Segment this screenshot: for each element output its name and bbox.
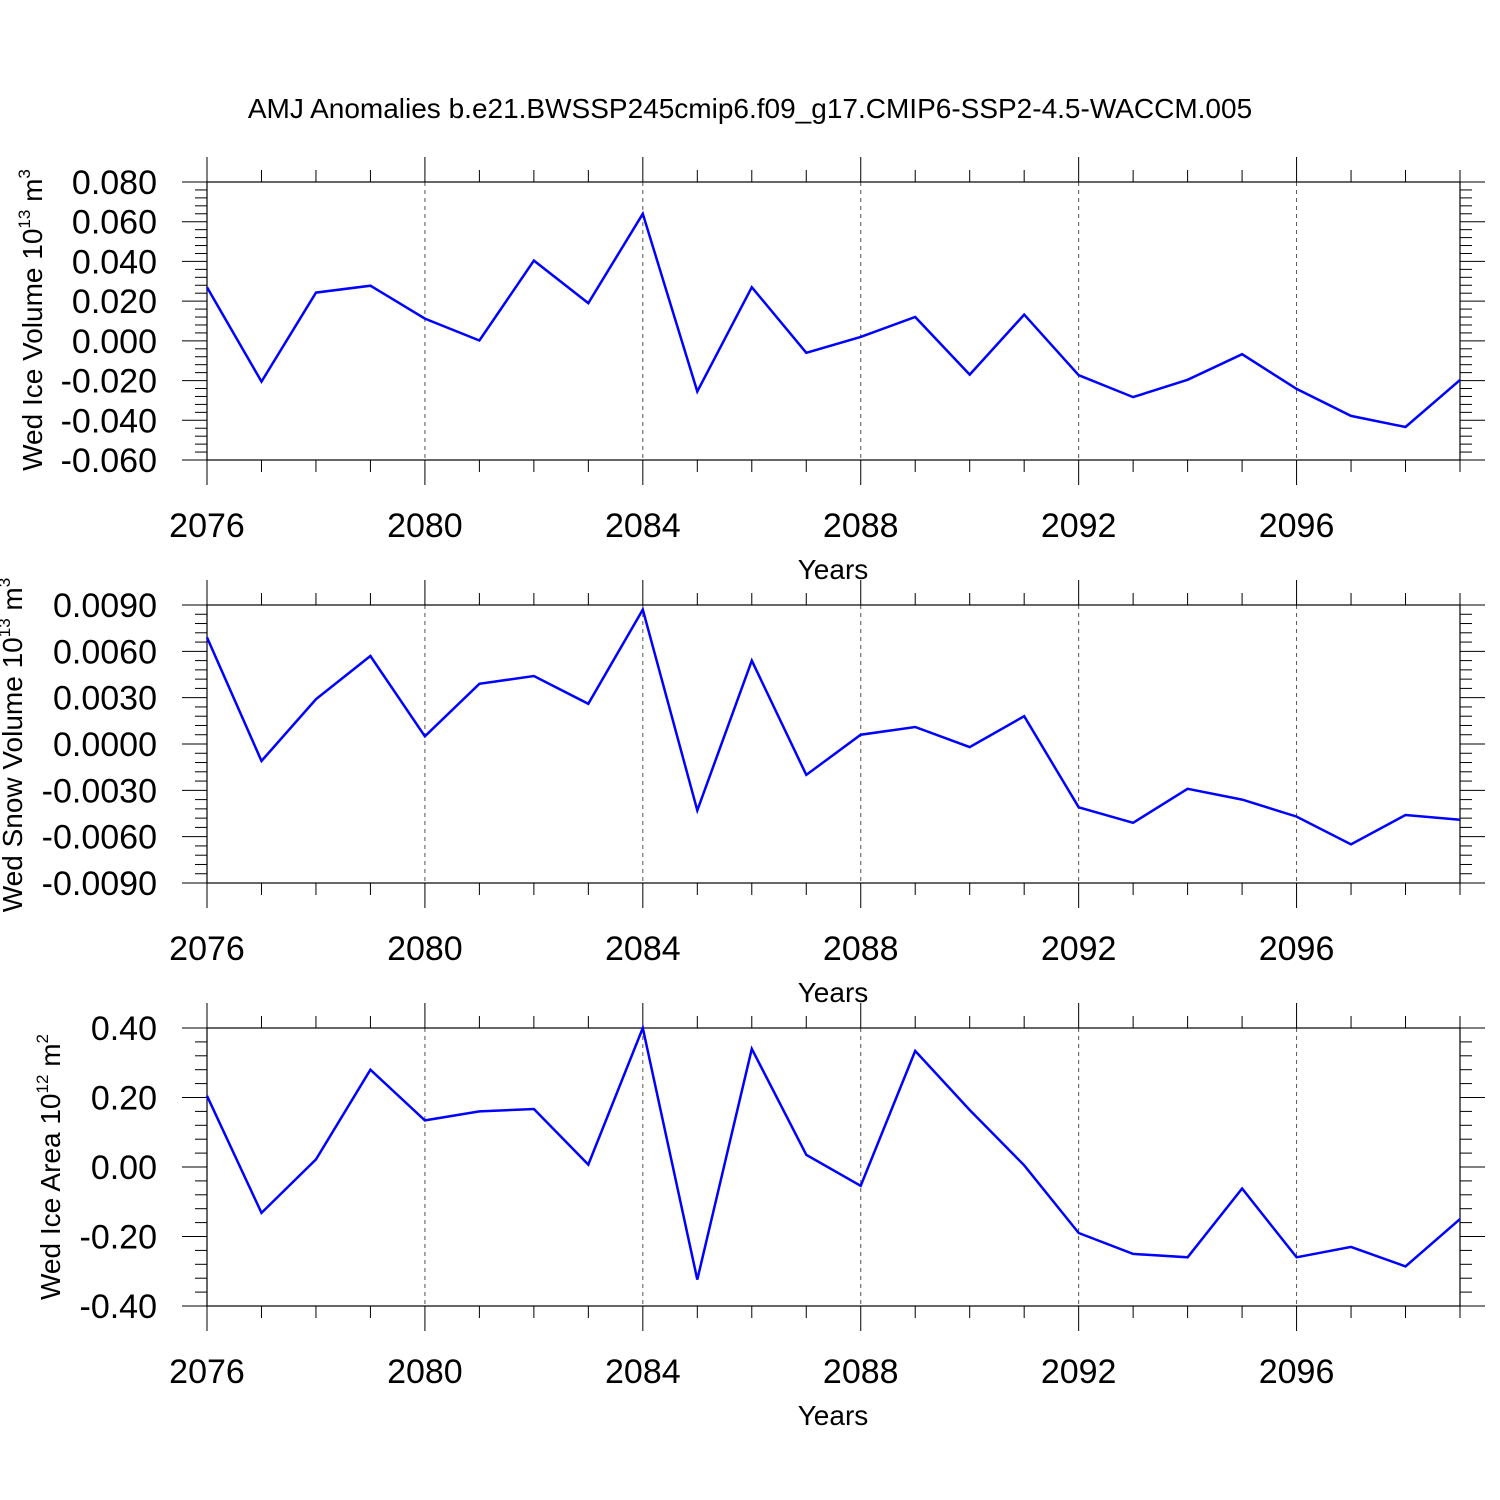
- y-tick-label: 0.20: [91, 1080, 157, 1118]
- y-axis-label: Wed Ice Area 1012 m2: [33, 1034, 66, 1300]
- x-tick-label: 2076: [169, 930, 245, 968]
- y-tick-label: 0.080: [72, 164, 157, 202]
- x-tick-label: 2080: [387, 1353, 463, 1391]
- x-tick-label: 2088: [823, 930, 899, 968]
- y-tick-label: 0.020: [72, 283, 157, 321]
- y-tick-label: 0.40: [91, 1010, 157, 1048]
- x-tick-label: 2092: [1041, 1353, 1117, 1391]
- plot-frame: [206, 181, 1461, 461]
- y-tick-label: 0.000: [72, 323, 157, 361]
- plot-frame: [206, 604, 1461, 884]
- y-tick-label: 0.00: [91, 1149, 157, 1187]
- y-tick-label: 0.0000: [53, 726, 157, 764]
- x-tick-label: 2084: [605, 1353, 681, 1391]
- x-axis-label: Years: [798, 1400, 869, 1431]
- x-tick-label: 2096: [1259, 507, 1335, 545]
- x-tick-label: 2092: [1041, 930, 1117, 968]
- panel-2: 0.0090 0.0060 0.0030 0.0000 -0.0030 -0.0060 -0…: [0, 578, 1485, 1008]
- series-line: [205, 606, 1461, 846]
- x-tick-label: 2088: [823, 1353, 899, 1391]
- series-line: [205, 210, 1461, 429]
- x-tick-label: 2096: [1259, 1353, 1335, 1391]
- x-tick-label: 2084: [605, 930, 681, 968]
- plot-frame: [206, 1027, 1461, 1307]
- chart-title: AMJ Anomalies b.e21.BWSSP245cmip6.f09_g1…: [248, 93, 1252, 124]
- y-tick-label: 0.060: [72, 204, 157, 242]
- y-tick-label: -0.0090: [42, 865, 157, 903]
- x-axis-label: Years: [798, 554, 869, 585]
- y-tick-label: -0.0030: [42, 772, 157, 810]
- y-tick-label: -0.040: [61, 402, 157, 440]
- series-line: [205, 1023, 1461, 1280]
- x-tick-label: 2092: [1041, 507, 1117, 545]
- x-tick-label: 2076: [169, 507, 245, 545]
- y-tick-label: -0.40: [80, 1288, 158, 1326]
- x-axis-label: Years: [798, 977, 869, 1008]
- x-tick-label: 2096: [1259, 930, 1335, 968]
- y-axis-label: Wed Snow Volume 1013 m3: [0, 578, 28, 912]
- y-tick-label: -0.0060: [42, 819, 157, 857]
- x-tick-label: 2076: [169, 1353, 245, 1391]
- y-tick-label: 0.0090: [53, 587, 157, 625]
- y-tick-label: -0.020: [61, 363, 157, 401]
- y-tick-label: 0.0030: [53, 680, 157, 718]
- panels: 0.0800.0600.0400.0200.000-0.020-0.040-0.…: [0, 157, 1485, 1431]
- panel-1: 0.0800.0600.0400.0200.000-0.020-0.040-0.…: [15, 157, 1485, 585]
- x-tick-label: 2080: [387, 507, 463, 545]
- y-tick-label: 0.0060: [53, 633, 157, 671]
- x-tick-label: 2084: [605, 507, 681, 545]
- x-tick-label: 2088: [823, 507, 899, 545]
- y-axis-label: Wed Ice Volume 1013 m3: [15, 169, 48, 471]
- y-tick-label: 0.040: [72, 243, 157, 281]
- y-tick-label: -0.20: [80, 1219, 158, 1257]
- x-tick-label: 2080: [387, 930, 463, 968]
- y-tick-label: -0.060: [61, 442, 157, 480]
- panel-3: 0.40 0.20 0.00 -0.20 -0.40 2076 2080 2084 2088 20…: [33, 1003, 1485, 1431]
